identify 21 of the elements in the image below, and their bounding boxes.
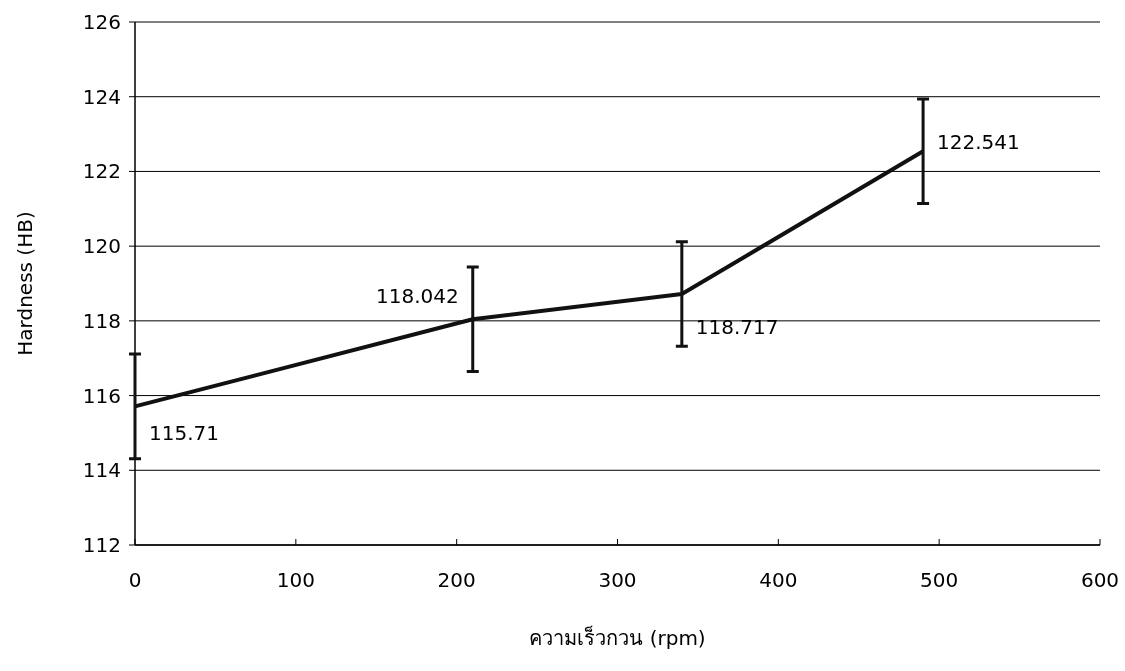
x-tick-label: 500: [920, 568, 959, 592]
data-label: 122.541: [937, 130, 1020, 155]
x-tick-label: 400: [759, 568, 798, 592]
x-tick-label: 100: [276, 568, 315, 592]
y-tick-label: 118: [82, 308, 121, 333]
x-tick-label: 600: [1080, 568, 1120, 592]
y-tick-label: 112: [82, 533, 121, 557]
y-tick-label: 120: [82, 234, 121, 259]
y-axis-title: Hardness (HB): [13, 211, 37, 356]
x-tick-label: 200: [437, 568, 476, 592]
y-tick-label: 114: [82, 458, 121, 483]
x-tick-label: 0: [128, 568, 142, 592]
data-label: 118.042: [376, 284, 459, 309]
x-tick-label: 300: [598, 568, 637, 592]
data-label: 115.71: [149, 421, 219, 446]
y-tick-label: 116: [82, 383, 121, 408]
data-label: 118.717: [695, 315, 779, 340]
y-tick-label: 124: [82, 84, 121, 109]
y-tick-label: 126: [82, 10, 121, 34]
y-tick-label: 122: [82, 159, 121, 184]
x-axis-title: ความเร็วกวน (rpm): [529, 625, 706, 650]
